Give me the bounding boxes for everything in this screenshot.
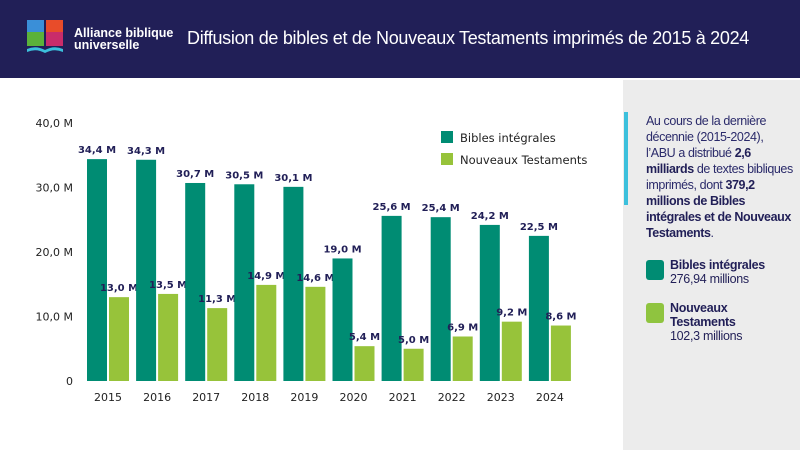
y-tick-label: 20,0 M (36, 246, 73, 259)
data-label: 9,2 M (496, 308, 527, 319)
data-label: 24,2 M (471, 211, 509, 222)
data-label: 6,9 M (447, 322, 478, 333)
book-icon (646, 303, 664, 323)
y-tick-label: 0 (66, 375, 73, 388)
bar-bibles (136, 159, 157, 381)
bar-bibles (332, 258, 353, 381)
data-label: 13,0 M (100, 283, 138, 294)
y-tick-label: 10,0 M (36, 311, 73, 324)
data-label: 5,4 M (349, 332, 380, 343)
bar-bibles (283, 186, 304, 381)
data-label: 30,5 M (225, 170, 263, 181)
x-tick-label: 2015 (94, 391, 122, 404)
legend-label: Bibles intégrales (460, 131, 556, 145)
bar-nt (550, 325, 571, 381)
x-tick-label: 2018 (241, 391, 269, 404)
legend-label: Nouveaux Testaments (460, 153, 587, 167)
bar-bibles (87, 159, 107, 381)
y-tick-label: 30,0 M (36, 182, 73, 195)
data-label: 22,5 M (520, 222, 558, 233)
summary-text: Au cours de la dernière décennie (2015-2… (646, 114, 793, 240)
brand-name: Alliance biblique universelle (74, 26, 174, 52)
x-tick-label: 2022 (438, 391, 466, 404)
logo-icon (27, 20, 63, 53)
data-label: 25,6 M (373, 202, 411, 213)
data-label: 25,4 M (422, 203, 460, 214)
bar-bibles (479, 224, 500, 381)
data-label: 8,6 M (545, 312, 576, 323)
x-tick-label: 2021 (389, 391, 417, 404)
data-label: 14,9 M (247, 271, 285, 282)
header: Alliance biblique universelle Diffusion d… (0, 0, 800, 78)
data-label: 13,5 M (149, 280, 187, 291)
data-label: 14,6 M (296, 273, 334, 284)
data-label: 34,4 M (78, 145, 116, 156)
bar-nt (305, 286, 326, 381)
data-label: 30,1 M (274, 173, 312, 184)
x-tick-label: 2023 (487, 391, 515, 404)
accent-bar (624, 112, 628, 205)
x-tick-label: 2019 (290, 391, 318, 404)
bar-nt (354, 346, 375, 381)
x-tick-label: 2016 (143, 391, 171, 404)
bar-bibles (430, 217, 451, 381)
bar-nt (256, 284, 277, 381)
x-tick-label: 2020 (340, 391, 368, 404)
y-tick-label: 40,0 M (36, 117, 73, 130)
page-title: Diffusion de bibles et de Nouveaux Testa… (187, 28, 749, 48)
bar-nt (158, 293, 179, 381)
book-icon (646, 260, 664, 280)
data-label: 5,0 M (398, 335, 429, 346)
x-tick-label: 2024 (536, 391, 564, 404)
x-tick-label: 2017 (192, 391, 220, 404)
bar-nt (109, 297, 129, 381)
bar-nt (501, 321, 522, 381)
bar-bibles (234, 184, 255, 381)
data-label: 30,7 M (176, 169, 214, 180)
bar-bibles (381, 215, 402, 381)
bar-chart: 0 10,0 M 20,0 M 30,0 M 40,0 M 2015 34,4 M 13,0 … (36, 117, 588, 404)
legend-swatch (441, 153, 453, 165)
data-label: 34,3 M (127, 146, 165, 157)
legend-swatch (441, 131, 453, 143)
bar-bibles (528, 235, 549, 381)
bar-bibles (185, 182, 206, 381)
bar-nt (207, 308, 228, 381)
data-label: 19,0 M (323, 244, 361, 255)
bar-nt (452, 336, 473, 381)
data-label: 11,3 M (198, 294, 236, 305)
bar-nt (403, 348, 424, 381)
